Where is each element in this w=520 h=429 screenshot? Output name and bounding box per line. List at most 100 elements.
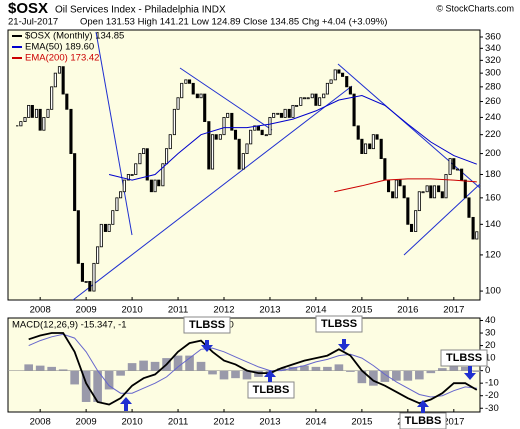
x-tick-label: 2010 — [122, 305, 143, 316]
candle — [149, 179, 153, 193]
candle — [279, 112, 284, 118]
histogram-bar — [415, 370, 424, 380]
x-tick-label: 2013 — [259, 417, 280, 428]
legend-label: EMA(200) 173.42 — [25, 53, 99, 64]
candle — [302, 97, 306, 100]
trendline — [95, 31, 133, 236]
candle — [191, 82, 195, 95]
y-tick-label: 30 — [485, 328, 496, 339]
candle — [417, 191, 421, 212]
candle — [34, 108, 39, 118]
candle — [134, 163, 138, 175]
y-tick-label: 20 — [485, 340, 496, 351]
candle — [61, 66, 65, 95]
y-tick-label: 240 — [485, 112, 501, 123]
candle — [126, 174, 130, 181]
histogram-bar — [35, 365, 45, 371]
candle — [99, 223, 103, 248]
candle — [432, 185, 437, 199]
candle — [195, 93, 199, 99]
candle — [268, 117, 272, 136]
y-tick-label: -20 — [485, 390, 499, 401]
candle — [256, 125, 261, 131]
candle — [111, 210, 115, 225]
candle — [23, 117, 27, 122]
candle — [352, 93, 356, 127]
candle — [310, 93, 314, 99]
candle — [237, 138, 241, 170]
y-tick-label: 0 — [485, 365, 490, 376]
x-tick-label: 2015 — [351, 305, 372, 316]
candle — [452, 158, 456, 170]
candle — [386, 179, 391, 193]
candle — [165, 148, 169, 165]
candle — [57, 66, 62, 74]
candle — [76, 210, 80, 264]
x-tick-label: 2016 — [397, 305, 418, 316]
trendline — [337, 63, 481, 189]
histogram-bar — [426, 370, 436, 374]
annotation-box — [315, 315, 363, 333]
annotation: TLBSS — [189, 319, 225, 331]
candle — [30, 104, 34, 118]
arrowhead — [264, 370, 276, 377]
candle — [176, 97, 180, 110]
candle — [467, 197, 471, 218]
macd-legend: MACD(12,26,9) -15.347, -1 — [12, 320, 127, 331]
candle — [448, 158, 452, 175]
histogram-bar — [460, 366, 470, 371]
candle — [122, 179, 126, 193]
candle — [356, 125, 360, 140]
y-tick-label: 280 — [485, 81, 501, 92]
candle — [276, 112, 280, 115]
histogram-bar — [449, 363, 459, 371]
histogram-bar — [380, 370, 390, 382]
source: © StockCharts.com — [436, 3, 514, 13]
histogram-bar — [369, 370, 378, 386]
y-tick-label: -30 — [485, 403, 499, 414]
candle — [107, 223, 111, 232]
y-tick-label: 120 — [485, 249, 501, 260]
candle — [429, 185, 433, 199]
candle — [325, 82, 329, 95]
x-tick-label: 2013 — [259, 305, 280, 316]
candle — [119, 191, 123, 199]
x-tick-label: 2017 — [443, 305, 464, 316]
candle — [69, 108, 73, 154]
histogram-bar — [357, 370, 367, 384]
candle — [318, 97, 322, 106]
y-tick-label: 200 — [485, 148, 501, 159]
trendlines — [72, 31, 481, 301]
histogram-bar — [208, 370, 217, 375]
trendline — [403, 183, 481, 256]
y-tick-label: 140 — [485, 219, 501, 230]
candle — [80, 262, 85, 282]
candle — [371, 134, 375, 150]
candle — [475, 231, 479, 240]
x-tick-label: 2012 — [213, 417, 234, 428]
candle — [421, 191, 425, 194]
histogram-bar — [392, 370, 401, 381]
candle — [180, 82, 184, 99]
histogram-bar — [403, 370, 413, 381]
x-tick-label: 2017 — [443, 417, 464, 428]
candle — [306, 97, 310, 100]
histogram-bar — [139, 360, 148, 371]
x-tick-label: 2014 — [305, 305, 326, 316]
y-tick-label: 360 — [485, 31, 501, 42]
candle — [157, 179, 161, 187]
candle — [463, 179, 467, 199]
symbol: $OSX — [8, 0, 48, 17]
x-tick-label: 2008 — [30, 305, 51, 316]
annotation: TLBSS — [446, 352, 482, 364]
x-tick-label: 2014 — [305, 417, 326, 428]
candle — [402, 185, 406, 199]
arrowhead — [201, 345, 213, 352]
candle — [130, 174, 134, 176]
candle — [184, 79, 188, 84]
legend-label: EMA(50) 189.60 — [25, 42, 94, 53]
candle — [329, 79, 333, 84]
candle — [103, 223, 107, 232]
y-tick-label: 220 — [485, 129, 501, 140]
